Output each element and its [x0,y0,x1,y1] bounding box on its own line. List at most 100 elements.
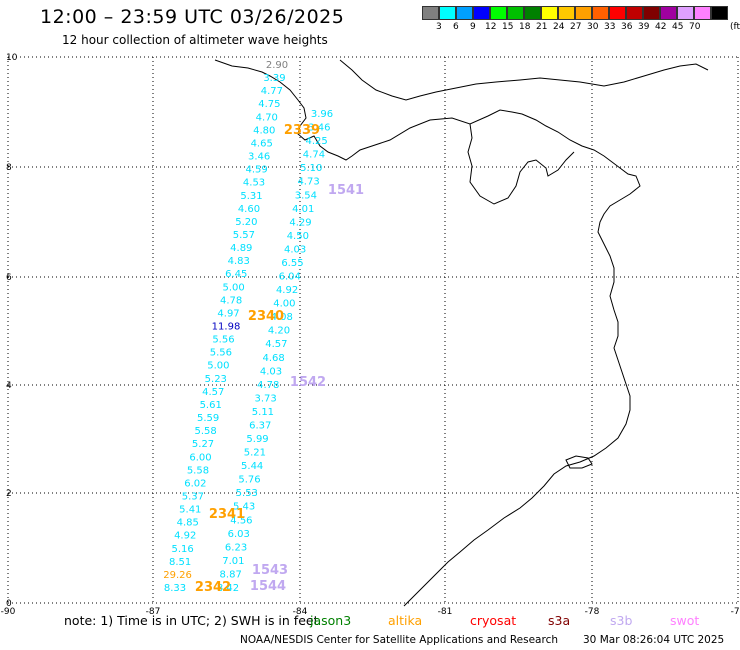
legend-swatch [439,6,456,20]
wave-height-value: 5.99 [246,434,268,445]
wave-height-value: 4.25 [305,136,327,147]
x-tick-label: -90 [1,607,16,617]
wave-height-value: 4.83 [228,256,250,267]
wave-height-value: 5.57 [233,230,255,241]
legend-labels: 3 6 9 12 15 18 21 24 27 30 33 36 39 42 45 70 [422,22,728,34]
wave-height-value: 4.85 [177,518,199,529]
wave-height-value: 6.45 [225,269,247,280]
legend-swatch [456,6,473,20]
legend-swatch [592,6,609,20]
wave-height-value: 4.20 [268,326,290,337]
y-tick-label: 6 [6,273,12,283]
lat-lon-grid: -90 -87 -84 -81 -78 -75 10 8 6 4 2 0 [1,53,740,617]
legend-label: 9 [470,22,476,32]
wave-height-value: 6.23 [225,542,247,553]
coastline-north [339,59,709,101]
wave-height-value: 4.03 [284,244,306,255]
legend-swatch [422,6,439,20]
satellite-legend-item: jason3 [310,613,352,628]
wave-height-value: 4.74 [303,150,325,161]
wave-height-value: 4.92 [276,285,298,296]
legend-swatch [507,6,524,20]
legend-label: 27 [570,22,582,32]
wave-height-value: 4.78 [220,295,242,306]
y-tick-label: 4 [6,381,12,391]
wave-height-value: 6.02 [184,478,206,489]
wave-height-value: 5.23 [205,374,227,385]
legend-label: 33 [604,22,616,32]
y-tick-label: 8 [6,163,12,173]
legend-swatch [677,6,694,20]
wave-height-value: 5.11 [252,407,274,418]
legend-label: 12 [485,22,497,32]
legend-swatch [524,6,541,20]
legend-label: 15 [502,22,514,32]
wave-height-value: 7.01 [222,556,244,567]
wave-height-value: 11.98 [212,322,241,333]
satellite-legend-item: s3a [548,613,571,628]
wave-height-value: 5.61 [200,400,222,411]
pass-time-label: 2342 [195,580,231,595]
wave-height-value: 4.08 [271,312,293,323]
wave-height-value: 4.92 [174,531,196,542]
pass-time-label: 1542 [290,375,326,390]
x-tick-label: -78 [585,607,600,617]
wave-height-value: 4.29 [289,217,311,228]
credit-line: NOAA/NESDIS Center for Satellite Applica… [240,634,558,646]
y-tick-label: 10 [6,53,18,63]
coastline [214,59,709,607]
island [565,455,593,469]
wave-height-value: 4.70 [256,112,278,123]
legend-label: 39 [638,22,650,32]
pass-track-a: 2.90 3.39 4.77 4.75 4.70 4.80 4.65 3.46 4.59 4.53… [163,60,288,594]
satellite-legend-item: cryosat [470,613,517,628]
legend-swatch [694,6,711,20]
legend-swatch [711,6,728,20]
wave-height-value: 4.73 [297,177,319,188]
wave-height-value: 8.33 [164,583,186,594]
wave-height-value: 5.59 [197,413,219,424]
generated-timestamp: 30 Mar 08:26:04 UTC 2025 [583,634,725,646]
legend-label: 42 [655,22,667,32]
pass-time-label: 1544 [250,579,286,594]
wave-height-value: 8.51 [169,557,191,568]
wave-height-value: 3.73 [254,393,276,404]
wave-height-value: 3.39 [263,73,285,84]
wave-height-value: 3.46 [308,123,330,134]
wave-height-value: 3.96 [311,109,333,120]
wave-height-value: 8.87 [220,569,242,580]
wave-height-value: 5.56 [210,348,232,359]
legend-swatch [575,6,592,20]
wave-height-value: 5.43 [233,502,255,513]
legend-label: 30 [587,22,599,32]
pass-time-label: 2340 [248,309,284,324]
wave-height-value: 4.65 [251,138,273,149]
legend-swatch [558,6,575,20]
wave-height-value: 4.03 [260,366,282,377]
coastline-main [214,59,641,607]
wave-height-value: 6.00 [189,452,211,463]
x-tick-label: -75 [731,607,740,617]
legend-swatch [626,6,643,20]
wave-height-value: 5.27 [192,439,214,450]
wave-height-value: 5.31 [240,191,262,202]
legend-label: 70 [689,22,701,32]
legend-label: 21 [536,22,548,32]
wave-height-value: 6.04 [279,272,301,283]
pass-time-label: 2341 [209,507,245,522]
wave-height-value: 4.50 [287,231,309,242]
wave-height-value: 5.37 [182,491,204,502]
wave-height-value: 3.54 [295,190,317,201]
map-title: 12:00 – 23:59 UTC 03/26/2025 [40,6,345,28]
pass-time-label: 2339 [284,123,320,138]
wave-height-value: 5.16 [172,544,194,555]
legend-swatch [541,6,558,20]
wave-height-value: 5.10 [300,163,322,174]
wave-height-value: 6.03 [228,529,250,540]
wave-height-value: 6.55 [281,258,303,269]
legend-label: 3 [436,22,442,32]
wave-height-value: 5.44 [241,461,263,472]
wave-height-value: 5.53 [236,488,258,499]
